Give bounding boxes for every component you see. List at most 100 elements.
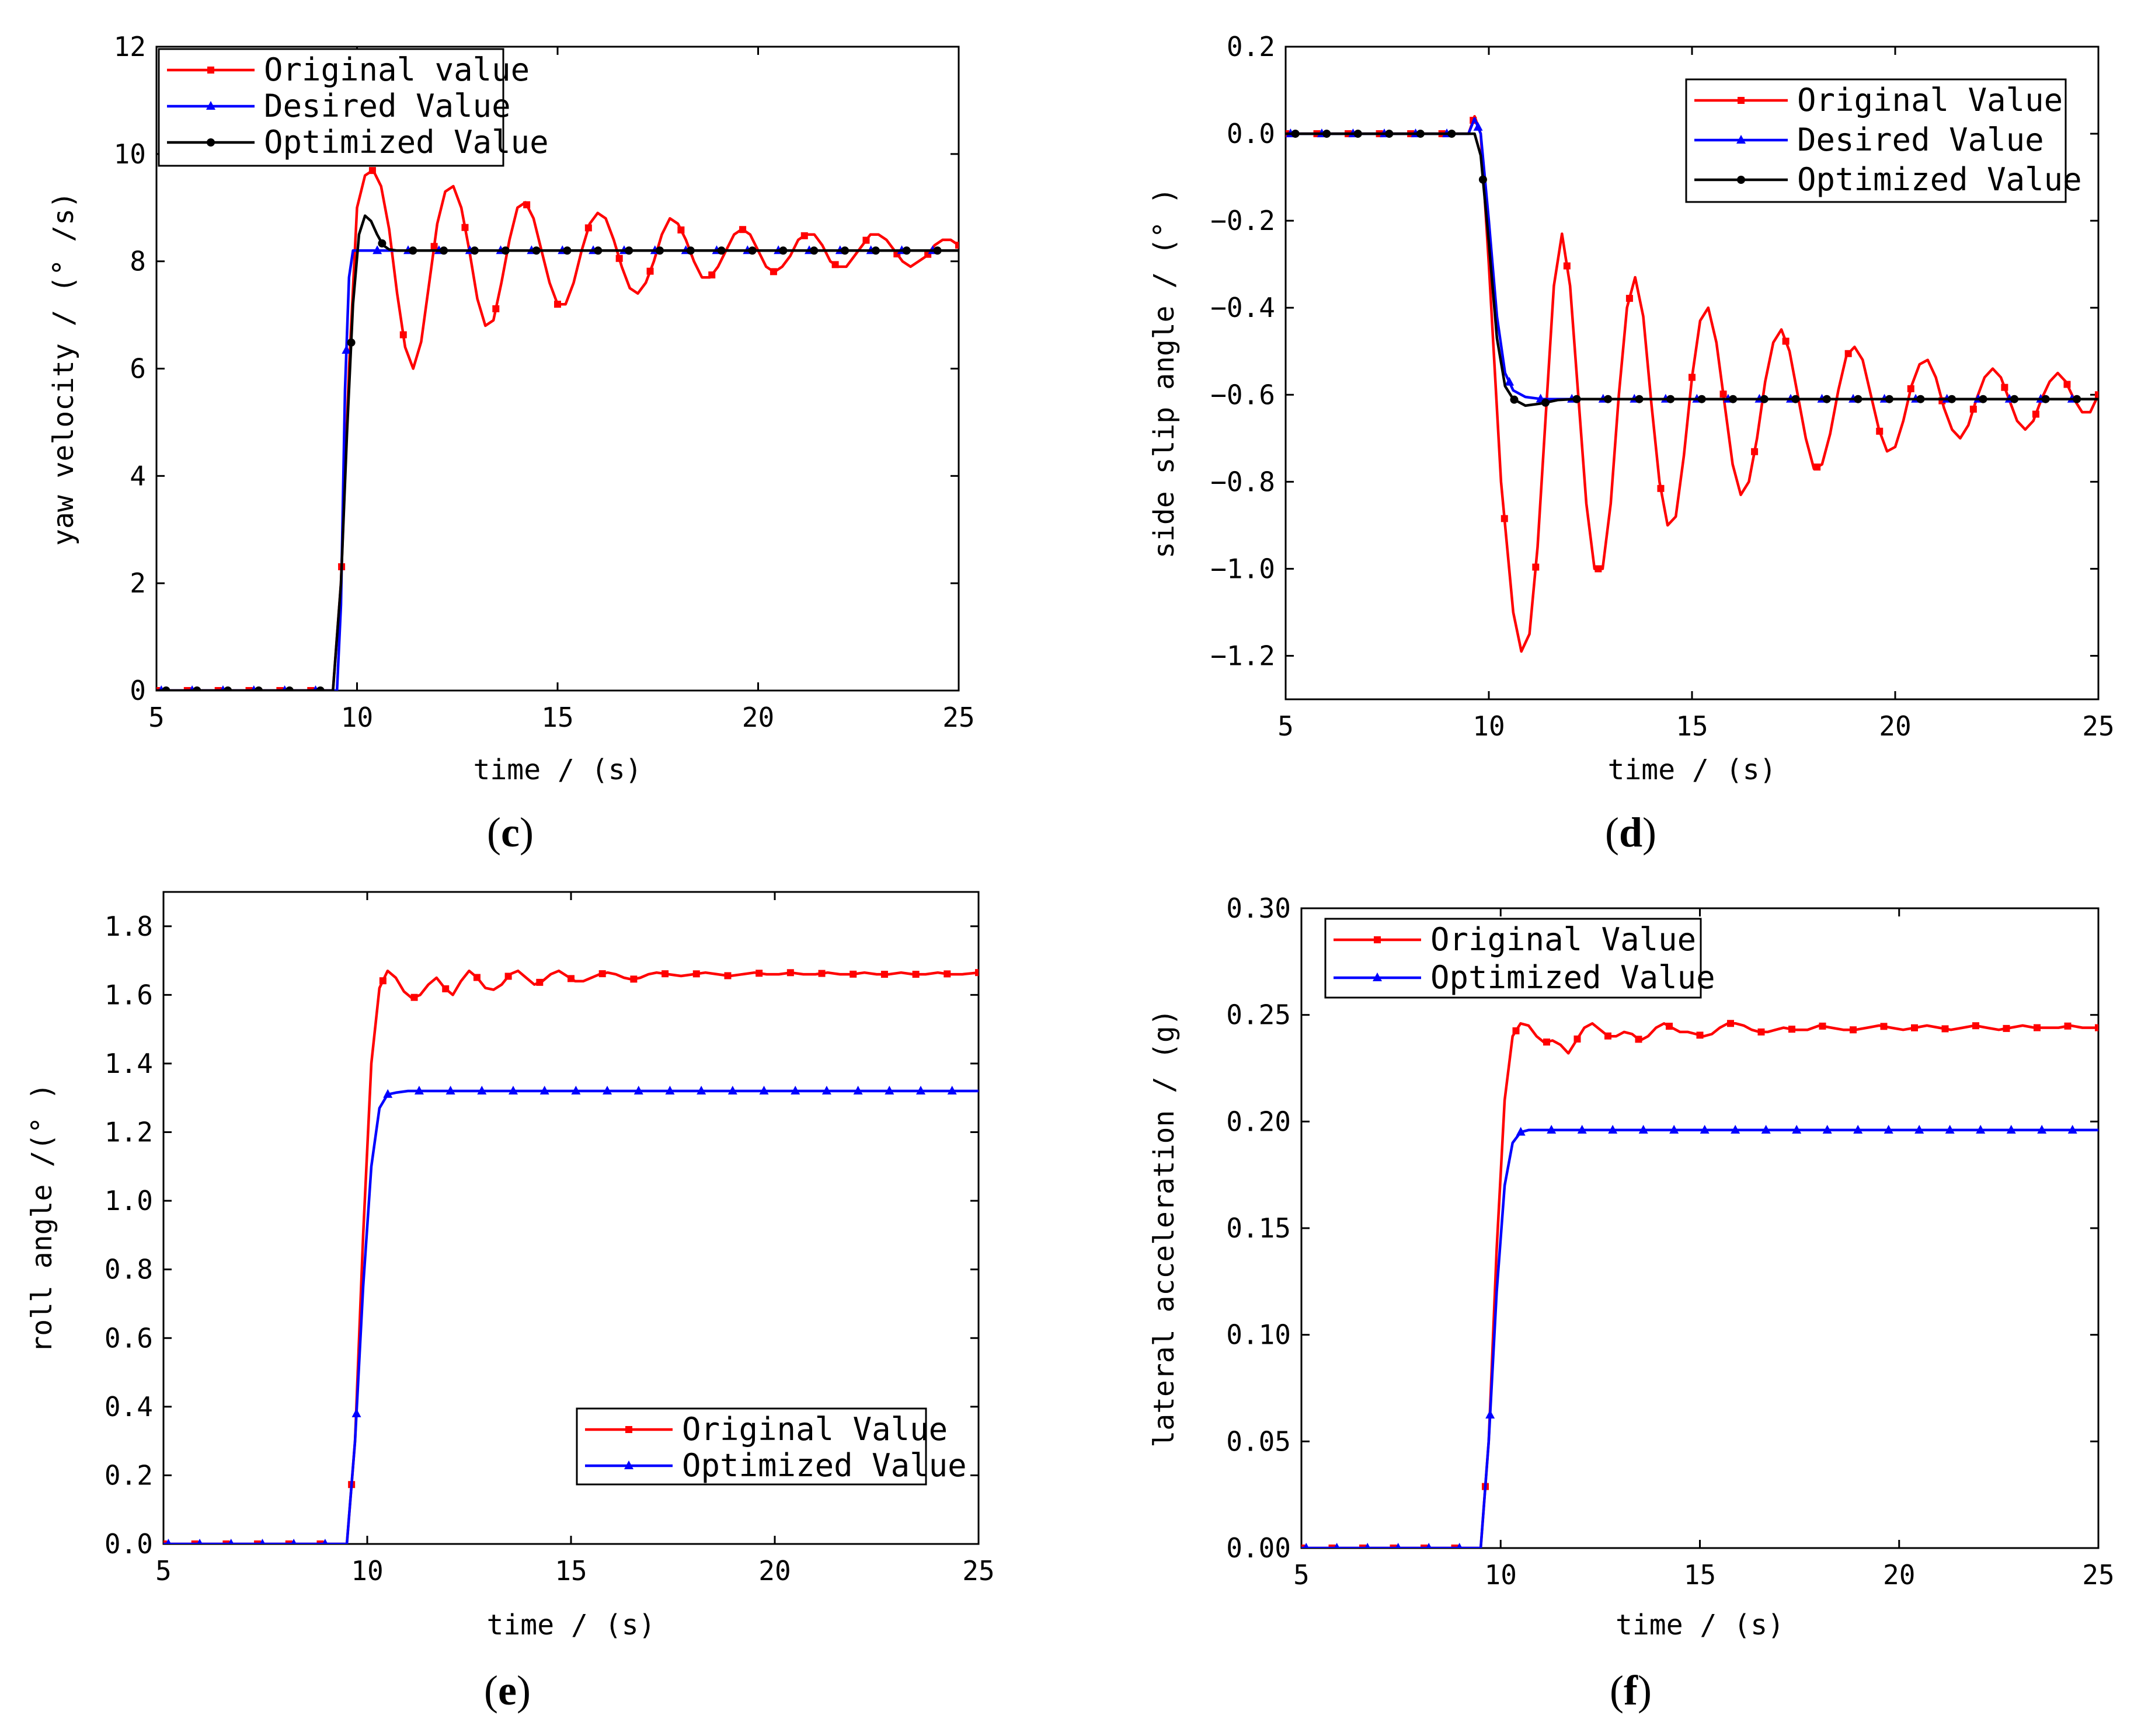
x-tick-label: 20 xyxy=(1879,710,1911,742)
data-marker xyxy=(1850,1026,1857,1034)
caption-letter: d xyxy=(1619,809,1642,856)
legend-frame xyxy=(1324,918,1702,999)
data-marker xyxy=(1666,395,1675,403)
data-marker xyxy=(2095,391,2098,399)
data-marker xyxy=(594,246,603,255)
y-tick-label: 1.6 xyxy=(105,979,153,1010)
legend-label: Optimized Value xyxy=(1430,959,1715,996)
data-marker xyxy=(1328,1545,1336,1548)
y-tick-label: 0.20 xyxy=(1226,1106,1291,1137)
data-marker xyxy=(1604,1032,1611,1040)
data-marker xyxy=(2073,395,2081,403)
data-marker xyxy=(1666,1023,1673,1030)
data-marker xyxy=(862,236,870,244)
series-optimized-value xyxy=(163,1085,979,1544)
data-marker xyxy=(2010,395,2019,403)
y-tick-label: −0.4 xyxy=(1210,292,1275,323)
data-marker xyxy=(933,246,942,255)
data-marker xyxy=(461,224,469,231)
x-tick-label: 15 xyxy=(541,702,573,733)
data-marker xyxy=(445,1085,455,1094)
data-marker xyxy=(656,246,664,255)
data-marker xyxy=(598,970,606,978)
data-marker xyxy=(1303,1543,1309,1548)
data-marker xyxy=(1625,295,1633,302)
data-marker xyxy=(756,970,763,977)
data-marker xyxy=(1819,1022,1826,1030)
data-marker xyxy=(165,1539,172,1544)
data-marker xyxy=(1696,1031,1704,1039)
data-marker xyxy=(1563,262,1571,270)
y-tick-label: 8 xyxy=(130,246,146,277)
data-marker xyxy=(1451,1545,1458,1548)
caption-open-paren: ( xyxy=(1610,1667,1624,1714)
data-marker xyxy=(197,1539,203,1544)
data-marker xyxy=(1822,395,1831,403)
data-marker xyxy=(625,246,633,255)
y-tick-label: 12 xyxy=(114,31,146,62)
data-marker xyxy=(2006,1124,2016,1134)
data-marker xyxy=(1822,1124,1832,1134)
y-tick-label: −1.0 xyxy=(1210,553,1275,584)
x-tick-label: 10 xyxy=(341,702,373,733)
caption-letter: f xyxy=(1624,1667,1638,1714)
data-marker xyxy=(1757,1028,1765,1036)
y-tick-label: 1.4 xyxy=(105,1048,153,1079)
data-marker xyxy=(1751,448,1759,455)
data-marker xyxy=(342,344,351,354)
data-marker xyxy=(853,1085,863,1094)
data-marker xyxy=(1853,1124,1863,1134)
data-marker xyxy=(501,246,510,255)
x-tick-label: 10 xyxy=(351,1555,383,1587)
data-marker xyxy=(633,1085,643,1094)
data-marker xyxy=(1385,130,1394,138)
y-axis-label: side slip angle / (° ) xyxy=(1148,187,1181,559)
panel-caption: (f) xyxy=(1610,1667,1652,1714)
caption-open-paren: ( xyxy=(487,809,501,856)
data-marker xyxy=(255,686,263,691)
data-marker xyxy=(724,972,732,979)
data-marker xyxy=(1473,121,1483,131)
data-marker xyxy=(228,1539,234,1544)
data-marker xyxy=(665,1085,675,1094)
data-marker xyxy=(316,686,325,691)
data-marker xyxy=(1291,130,1300,138)
data-marker xyxy=(770,268,777,276)
data-marker xyxy=(686,246,695,255)
caption-close-paren: ) xyxy=(517,1667,531,1714)
data-marker xyxy=(1731,1124,1740,1134)
x-tick-label: 5 xyxy=(155,1555,172,1587)
data-marker xyxy=(677,226,685,233)
series-line xyxy=(1301,1128,2098,1548)
data-marker xyxy=(915,1085,925,1094)
legend-swatch-marker xyxy=(206,101,215,110)
data-marker xyxy=(739,226,747,233)
legend-label: Original Value xyxy=(682,1411,948,1448)
data-marker xyxy=(1979,395,1987,403)
data-marker xyxy=(646,267,654,275)
data-marker xyxy=(912,971,920,978)
data-marker xyxy=(786,969,794,977)
data-marker xyxy=(1969,405,1977,413)
data-marker xyxy=(1543,1038,1550,1046)
data-marker xyxy=(1689,374,1696,381)
panel-caption: (d) xyxy=(1605,809,1656,856)
y-tick-label: −0.6 xyxy=(1210,379,1275,410)
data-marker xyxy=(944,970,951,978)
data-marker xyxy=(1416,130,1425,138)
y-tick-label: 0.0 xyxy=(105,1528,153,1560)
series-optimized-value xyxy=(1286,130,2098,407)
data-marker xyxy=(1456,1543,1463,1548)
legend-swatch-marker xyxy=(1738,97,1745,104)
data-marker xyxy=(368,167,376,175)
data-marker xyxy=(2032,410,2039,418)
data-marker xyxy=(1447,130,1456,138)
data-marker xyxy=(902,246,911,255)
data-marker xyxy=(316,1540,324,1544)
data-marker xyxy=(568,975,575,982)
data-marker xyxy=(584,224,592,232)
data-marker xyxy=(1813,463,1821,471)
data-marker xyxy=(1547,1124,1557,1134)
